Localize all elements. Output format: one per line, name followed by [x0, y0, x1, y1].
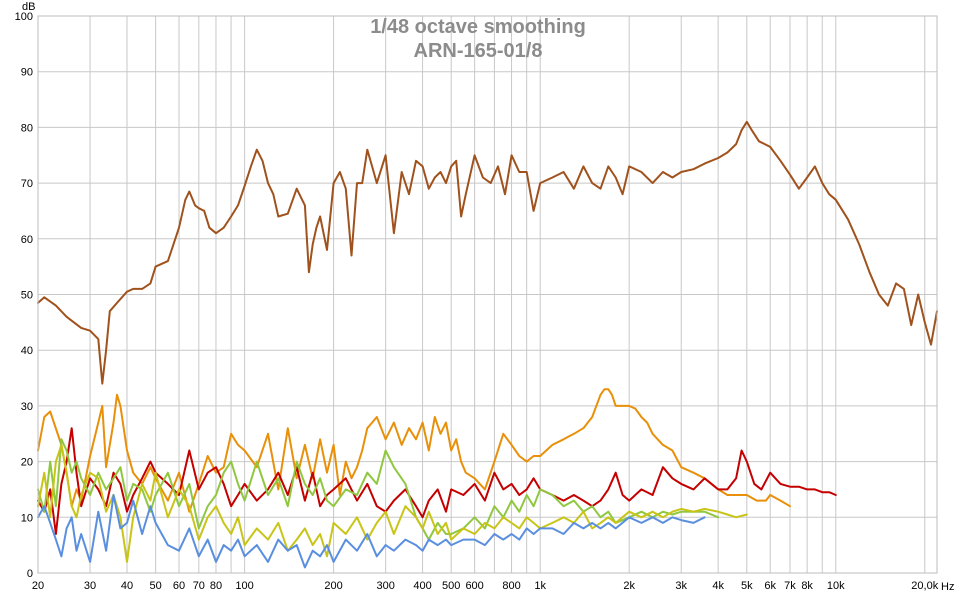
- x-tick-label: 600: [465, 580, 483, 592]
- x-tick-label: 70: [193, 580, 205, 592]
- x-tick-label: 800: [502, 580, 520, 592]
- x-tick-label: 50: [150, 580, 162, 592]
- y-tick-labels: 0 10 20 30 40 50 60 70 80 90 100: [15, 11, 33, 580]
- series-line-1: [37, 120, 938, 385]
- x-tick-label: 8k: [801, 580, 813, 592]
- y-tick-label: 40: [21, 345, 33, 357]
- series-line-5: [37, 443, 748, 563]
- y-tick-label: 100: [15, 11, 33, 23]
- x-tick-label: 80: [210, 580, 222, 592]
- y-tick-label: 90: [21, 67, 33, 79]
- y-tick-label: 30: [21, 401, 33, 413]
- y-tick-label: 80: [21, 122, 33, 134]
- series-layer: [37, 120, 938, 569]
- x-tick-label: 500: [442, 580, 460, 592]
- x-tick-label: 10k: [827, 580, 845, 592]
- x-tick-label: 400: [413, 580, 431, 592]
- x-tick-label: 300: [376, 580, 394, 592]
- x-tick-label: 6k: [764, 580, 776, 592]
- x-tick-label: 7k: [784, 580, 796, 592]
- series-line-3: [37, 427, 837, 535]
- x-tick-label: 3k: [675, 580, 687, 592]
- x-tick-label: 100: [235, 580, 253, 592]
- y-tick-label: 0: [27, 568, 33, 580]
- x-tick-label: 2k: [623, 580, 635, 592]
- x-tick-label: 200: [324, 580, 342, 592]
- x-tick-labels: 20 30 40 50 60 70 80 100 200 300 400 500 600 800 1k 2k 3…: [32, 580, 939, 592]
- x-tick-label: 20: [32, 580, 44, 592]
- y-tick-label: 50: [21, 290, 33, 302]
- x-tick-label: 5k: [741, 580, 753, 592]
- x-tick-label: 20,0k: [911, 580, 938, 592]
- chart-title: 1/48 octave smoothing: [370, 16, 586, 38]
- series-line-2: [37, 388, 791, 513]
- y-tick-label: 70: [21, 178, 33, 190]
- x-tick-label: 40: [121, 580, 133, 592]
- x-tick-label: 1k: [534, 580, 546, 592]
- y-tick-label: 60: [21, 234, 33, 246]
- plot-frame: [37, 15, 938, 574]
- x-tick-label: 4k: [712, 580, 724, 592]
- series-line-6: [37, 494, 706, 569]
- x-tick-label: 30: [84, 580, 96, 592]
- x-axis-unit: Hz: [941, 581, 954, 593]
- x-tick-label: 60: [173, 580, 185, 592]
- chart-subtitle: ARN-165-01/8: [414, 40, 543, 62]
- y-axis-unit: dB: [22, 1, 35, 13]
- y-tick-label: 20: [21, 457, 33, 469]
- y-tick-label: 10: [21, 512, 33, 524]
